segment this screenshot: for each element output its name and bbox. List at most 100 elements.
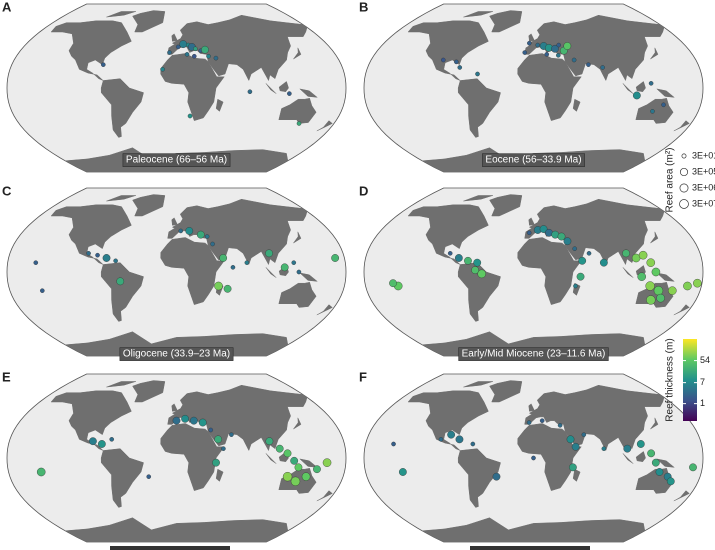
reef-point: [196, 230, 205, 239]
land: [673, 120, 690, 132]
land: [650, 47, 659, 60]
land: [524, 14, 665, 82]
reef-point: [447, 251, 453, 256]
land: [160, 237, 225, 305]
land: [489, 380, 523, 403]
reef-point: [578, 256, 587, 265]
reef-point: [464, 256, 472, 265]
reef-point: [181, 414, 189, 423]
reef-point: [557, 232, 566, 241]
reef-point: [535, 42, 540, 48]
reef-point: [571, 442, 580, 451]
land: [167, 14, 308, 82]
reef-point: [563, 237, 572, 246]
reef-point: [666, 477, 675, 486]
reef-point: [275, 444, 284, 453]
land: [293, 47, 302, 60]
title-box: [122, 153, 231, 167]
reef-point: [522, 50, 528, 55]
size-legend-label: 3E+01: [692, 150, 715, 160]
panel-label: F: [359, 369, 367, 384]
land: [528, 217, 535, 226]
reef-point: [214, 435, 223, 444]
panel-label: D: [359, 183, 368, 198]
land: [517, 237, 582, 305]
reef-point: [212, 458, 220, 467]
reef-point: [571, 57, 577, 63]
reef-point: [539, 225, 548, 233]
reef-point: [391, 441, 396, 447]
title-box: [119, 347, 234, 361]
land: [265, 453, 277, 464]
land: [278, 97, 317, 124]
land: [278, 281, 317, 308]
reef-point: [301, 472, 311, 481]
reef-point: [636, 440, 645, 448]
reef-point: [214, 281, 223, 291]
land: [100, 262, 144, 322]
land: [265, 267, 277, 278]
reef-point: [89, 437, 97, 446]
reef-point: [648, 81, 654, 86]
reef-point: [322, 458, 332, 467]
reef-point: [447, 430, 456, 439]
reef-point: [526, 230, 532, 236]
land: [278, 81, 289, 93]
reef-point: [230, 265, 236, 270]
reef-point: [651, 458, 660, 467]
land: [622, 453, 634, 464]
panel-label: E: [2, 369, 11, 384]
land: [132, 10, 166, 33]
reef-point: [33, 260, 39, 265]
size-legend-title: Reef area (m²): [665, 147, 676, 212]
reef-point: [210, 241, 215, 247]
land: [50, 20, 132, 81]
reef-point: [187, 113, 193, 119]
land: [457, 448, 501, 508]
reef-point: [668, 286, 677, 295]
reef-point: [526, 420, 532, 425]
panel-title: Early/Mid Miocene (23–11.6 Ma): [462, 349, 606, 360]
reef-point: [655, 468, 664, 476]
panel-label: C: [2, 183, 12, 198]
reef-point: [221, 446, 226, 451]
reef-point: [116, 277, 125, 286]
reef-point: [492, 472, 501, 481]
map-panel: F: [359, 369, 704, 543]
reef-point: [576, 272, 585, 281]
colorbar: [683, 339, 697, 421]
reef-point: [457, 65, 463, 70]
size-legend-symbol: [679, 167, 689, 177]
land-group: [50, 10, 333, 172]
reef-point: [204, 234, 210, 239]
colorbar-tick-label: 7: [700, 377, 705, 387]
colorbar-title: Reef thickness (m): [665, 338, 676, 421]
reef-point: [102, 254, 111, 262]
reef-point: [563, 42, 572, 50]
reef-point: [470, 441, 476, 447]
reef-point: [283, 449, 292, 458]
reef-point: [650, 109, 655, 114]
land: [650, 417, 659, 430]
land: [293, 231, 302, 244]
reef-point: [438, 437, 444, 442]
panel-label: B: [359, 0, 368, 14]
reef-point: [527, 40, 532, 46]
land: [265, 83, 277, 94]
reef-point: [40, 288, 45, 293]
title-box: [458, 347, 609, 361]
reef-point: [622, 249, 630, 258]
reef-point: [646, 295, 656, 305]
map-panel: B Eocene (56–33.9 Ma): [359, 0, 704, 173]
reef-point: [586, 62, 591, 67]
land: [489, 194, 523, 217]
reef-point: [544, 52, 550, 57]
size-legend-symbol: [679, 183, 689, 193]
panel-title: Paleocene (66–56 Ma): [126, 155, 227, 166]
reef-point: [86, 251, 91, 256]
land: [106, 11, 136, 18]
land: [215, 98, 224, 112]
land: [635, 451, 646, 463]
reef-point: [586, 251, 592, 256]
reef-point: [198, 418, 207, 427]
